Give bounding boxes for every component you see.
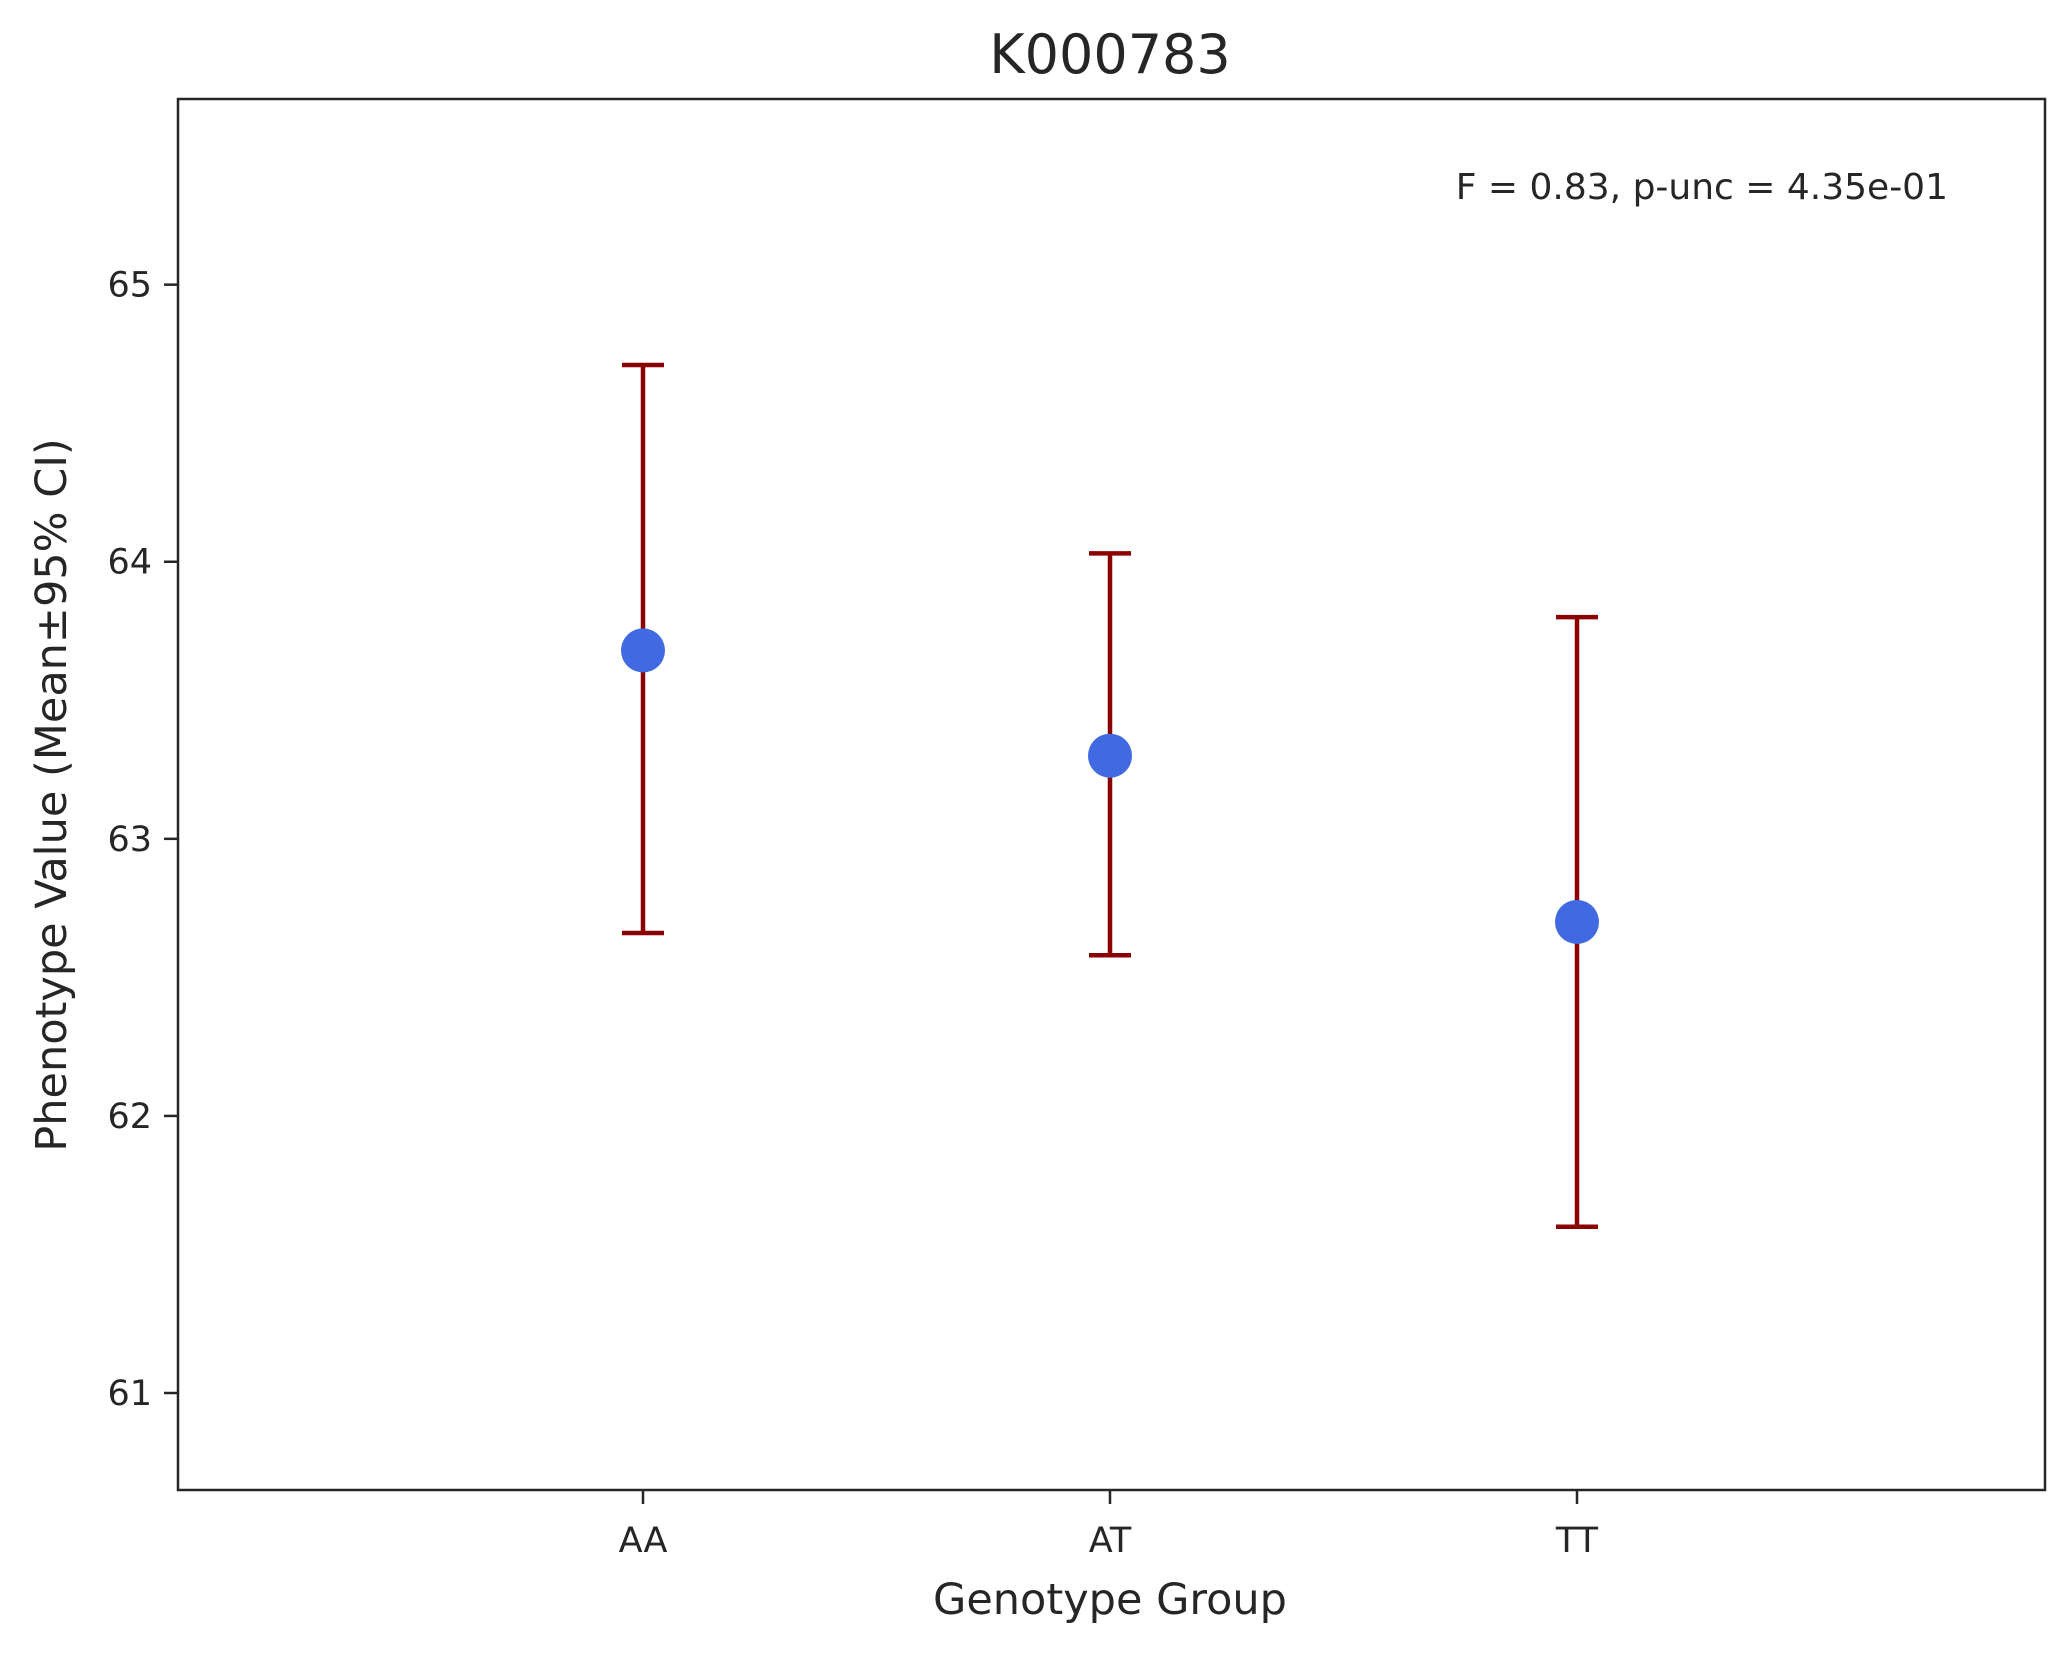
mean-point — [621, 628, 665, 673]
y-tick-label: 63 — [107, 820, 152, 860]
plot-area — [176, 97, 2047, 1492]
x-axis-label: Genotype Group — [933, 1575, 1287, 1625]
x-axis: AA AT TT — [619, 1490, 1599, 1561]
y-tick-label: 62 — [107, 1097, 152, 1137]
chart-title: K000783 — [989, 23, 1231, 86]
x-tick-label: AT — [1089, 1521, 1132, 1561]
plot-frame — [176, 97, 2047, 1492]
mean-point — [1088, 733, 1132, 778]
mean-markers — [621, 628, 1599, 944]
x-tick-label: TT — [1555, 1521, 1599, 1561]
y-tick-label: 61 — [107, 1374, 152, 1414]
y-tick-label: 65 — [107, 266, 152, 306]
y-axis: 61 62 63 64 65 — [107, 266, 178, 1414]
x-tick-label: AA — [619, 1521, 668, 1561]
mean-point — [1555, 899, 1599, 944]
stats-annotation: F = 0.83, p-unc = 4.35e-01 — [1456, 167, 1948, 208]
y-tick-label: 64 — [107, 543, 152, 583]
y-axis-label: Phenotype Value (Mean±95% CI) — [27, 438, 77, 1151]
